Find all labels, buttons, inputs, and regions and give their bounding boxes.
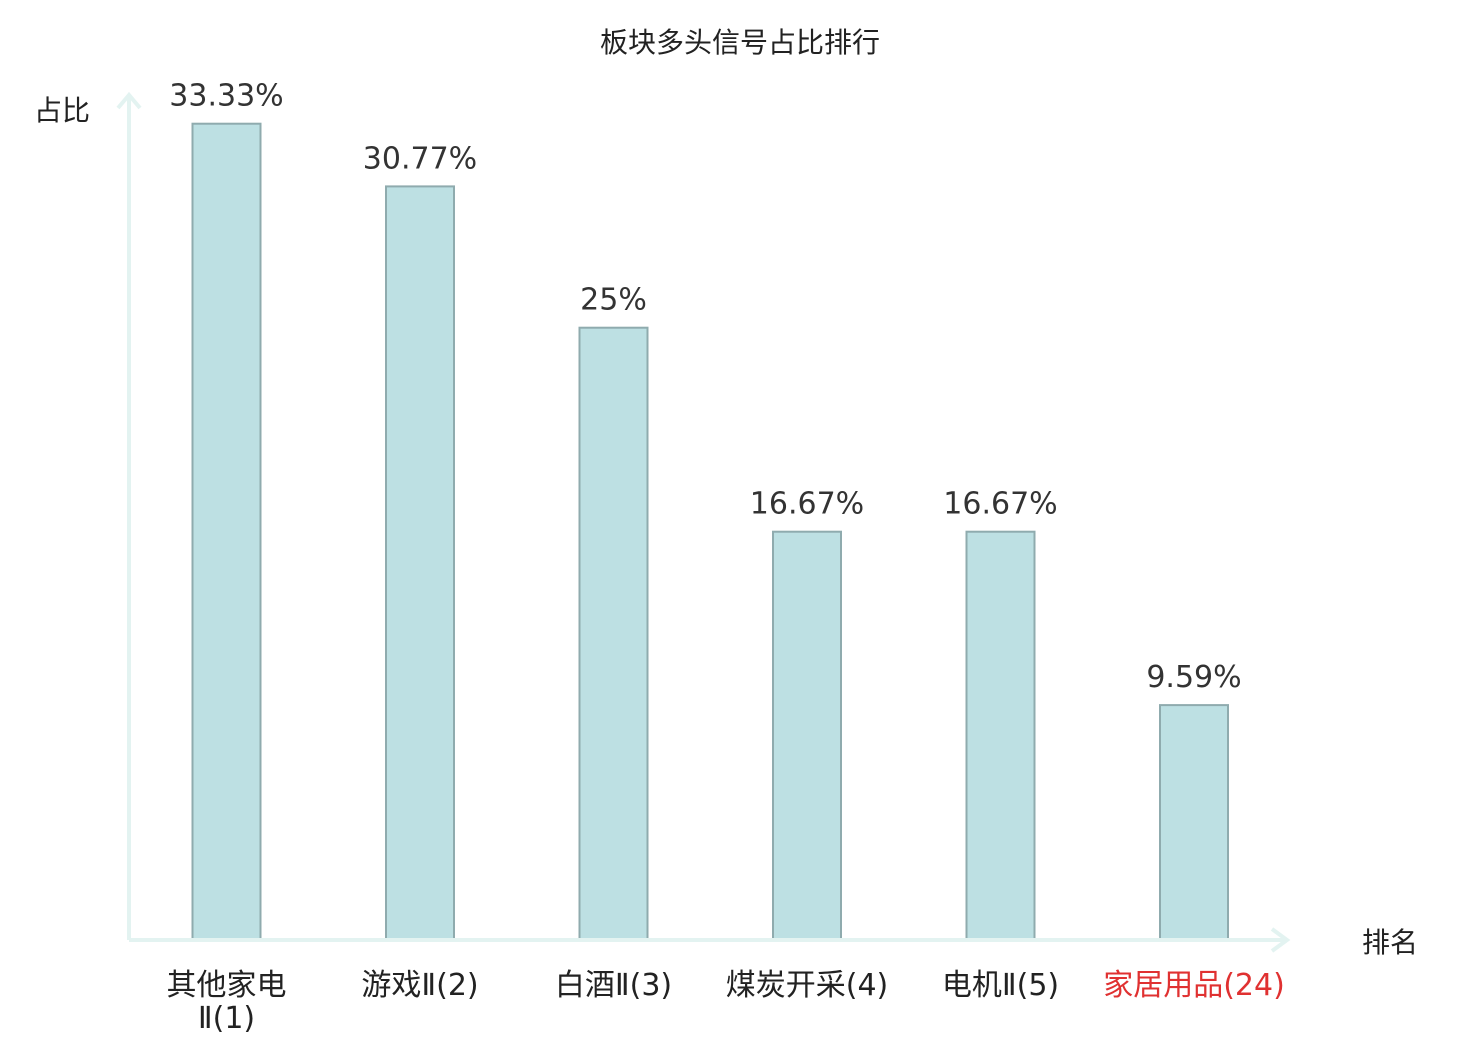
y-axis-label: 占比	[34, 94, 90, 127]
bar-4	[772, 530, 842, 941]
x-axis-label: 排名	[1362, 926, 1418, 959]
value-label-6: 9.59%	[1146, 660, 1241, 695]
value-label-1: 33.33%	[169, 79, 283, 114]
bar-series	[191, 122, 1229, 941]
category-label-6-line-1: 家居用品(24)	[1103, 968, 1285, 1003]
category-label-2-line-1: 游戏Ⅱ(2)	[361, 968, 478, 1003]
bar-2	[385, 185, 455, 941]
category-label-1-line-2: Ⅱ(1)	[198, 1001, 255, 1036]
y-axis-arrow	[116, 91, 142, 110]
value-label-5: 16.67%	[943, 487, 1057, 522]
value-label-3: 25%	[580, 283, 647, 318]
chart-title: 板块多头信号占比排行	[600, 26, 880, 59]
category-label-1-line-1: 其他家电	[167, 968, 287, 1003]
axes	[116, 91, 1291, 953]
value-labels: 33.33% 30.77% 25% 16.67% 16.67% 9.59%	[169, 79, 1241, 695]
value-label-4: 16.67%	[750, 487, 864, 522]
bar-6	[1159, 704, 1229, 941]
category-label-5-line-1: 电机Ⅱ(5)	[942, 968, 1059, 1003]
bar-3	[578, 326, 649, 941]
category-label-4-line-1: 煤炭开采(4)	[726, 968, 889, 1003]
category-label-3-line-1: 白酒Ⅱ(3)	[555, 968, 672, 1003]
value-label-2: 30.77%	[363, 141, 477, 176]
x-axis-arrow	[1270, 927, 1291, 953]
bar-5	[965, 530, 1036, 941]
bar-1	[191, 122, 262, 941]
